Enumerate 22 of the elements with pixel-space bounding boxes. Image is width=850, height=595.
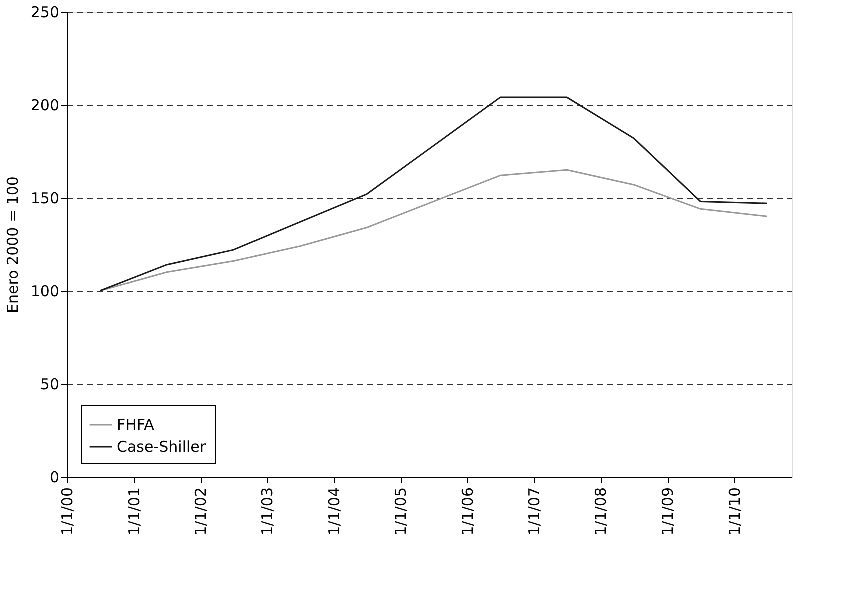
x-tick-label: 1/1/09 xyxy=(659,488,678,536)
x-tick-label: 1/1/04 xyxy=(325,488,344,536)
y-tick-label: 0 xyxy=(50,468,60,486)
x-tick-label: 1/1/03 xyxy=(258,488,277,536)
x-tick-label: 1/1/07 xyxy=(526,488,544,536)
y-tick-label: 100 xyxy=(30,282,60,300)
x-tick-label: 1/1/10 xyxy=(726,488,744,536)
y-tick-label: 150 xyxy=(30,190,60,208)
x-tick-label: 1/1/01 xyxy=(125,488,144,536)
legend-label: FHFA xyxy=(117,416,156,434)
x-tick-label: 1/1/02 xyxy=(192,488,210,536)
x-tick-label: 1/1/05 xyxy=(392,488,410,536)
y-tick-label: 50 xyxy=(40,376,60,394)
y-axis-title: Enero 2000 = 100 xyxy=(4,176,22,314)
x-tick-label: 1/1/08 xyxy=(592,488,610,536)
x-tick-label: 1/1/00 xyxy=(58,488,76,536)
line-series xyxy=(99,96,768,292)
line-series xyxy=(99,169,768,292)
legend-label: Case-Shiller xyxy=(117,438,207,456)
y-tick-label: 200 xyxy=(30,96,60,114)
x-tick-label: 1/1/06 xyxy=(458,488,477,536)
y-tick-label: 250 xyxy=(30,4,60,22)
